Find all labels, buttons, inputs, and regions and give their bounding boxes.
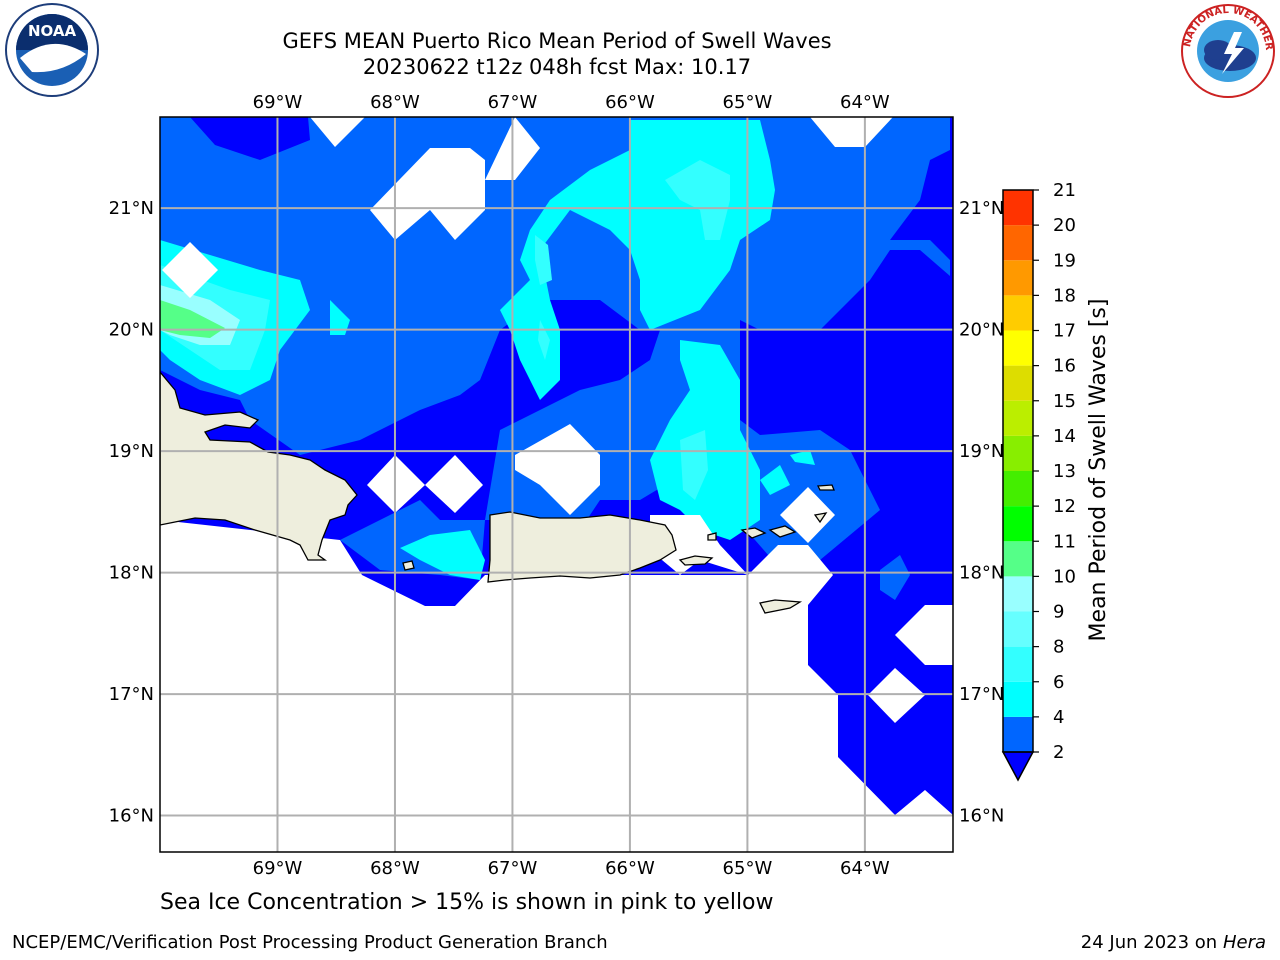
colorbar-segment xyxy=(1003,190,1033,226)
swell-band-9-10 xyxy=(160,300,225,338)
colorbar-tick-label: 12 xyxy=(1053,496,1076,517)
masked-cells xyxy=(160,117,953,852)
colorbar-segment xyxy=(1003,646,1033,682)
colorbar-segment xyxy=(1003,295,1033,331)
colorbar-segment xyxy=(1003,330,1033,366)
lat-tick-label: 19°N xyxy=(109,441,154,462)
lon-tick-label: 64°W xyxy=(840,858,890,879)
lon-tick-label: 69°W xyxy=(253,858,303,879)
hispaniola-coast xyxy=(160,370,358,561)
footer-credit: NCEP/EMC/Verification Post Processing Pr… xyxy=(12,932,608,953)
lat-tick-label: 18°N xyxy=(959,563,1004,584)
colorbar-segment xyxy=(1003,435,1033,471)
lon-tick-label: 65°W xyxy=(723,858,773,879)
lat-tick-label: 19°N xyxy=(959,441,1004,462)
lon-tick-label: 67°W xyxy=(488,858,538,879)
colorbar-segment xyxy=(1003,681,1033,717)
colorbar: 2 4 6 8 9 10 11 12 13 14 15 16 17 18 19 20 21 xyxy=(1001,180,1076,782)
virgin-gorda-coast xyxy=(813,512,828,524)
st-croix-coast xyxy=(759,599,803,614)
colorbar-tick-label: 10 xyxy=(1053,566,1076,587)
lat-ticks-left: 21°N 20°N 19°N 18°N 17°N 16°N xyxy=(109,198,154,826)
lat-tick-label: 20°N xyxy=(959,320,1004,341)
colorbar-tick-label: 14 xyxy=(1053,426,1076,447)
gridlines xyxy=(160,117,953,852)
footer-host: Hera xyxy=(1222,932,1266,953)
lat-tick-label: 21°N xyxy=(109,198,154,219)
mona-island-coast xyxy=(402,560,415,571)
lon-tick-label: 69°W xyxy=(253,92,303,113)
lon-tick-label: 68°W xyxy=(370,92,420,113)
colorbar-segment xyxy=(1003,506,1033,542)
nws-logo: NATIONAL WEATHER SERVICE xyxy=(1178,2,1275,98)
lon-tick-label: 68°W xyxy=(370,858,420,879)
lat-tick-label: 16°N xyxy=(109,806,154,827)
colorbar-tick-label: 19 xyxy=(1053,250,1076,271)
colorbar-segment xyxy=(1003,541,1033,577)
colorbar-tick-label: 9 xyxy=(1053,602,1064,623)
colorbar-segment xyxy=(1003,260,1033,296)
anegada-coast xyxy=(816,484,835,491)
lat-tick-label: 21°N xyxy=(959,198,1004,219)
lon-ticks-bottom: 69°W 68°W 67°W 66°W 65°W 64°W xyxy=(253,858,890,879)
sea-ice-caption: Sea Ice Concentration > 15% is shown in … xyxy=(160,890,774,915)
lat-tick-label: 20°N xyxy=(109,320,154,341)
lon-tick-label: 66°W xyxy=(605,92,655,113)
lat-tick-label: 17°N xyxy=(109,684,154,705)
colorbar-segment xyxy=(1003,225,1033,261)
colorbar-tick-label: 4 xyxy=(1053,707,1064,728)
colorbar-tick-label: 2 xyxy=(1053,742,1064,763)
culebra-coast xyxy=(707,532,717,541)
lon-tick-label: 67°W xyxy=(488,92,538,113)
map-frame xyxy=(159,116,954,853)
lon-tick-label: 66°W xyxy=(605,858,655,879)
colorbar-segment xyxy=(1003,365,1033,401)
lon-ticks-top: 69°W 68°W 67°W 66°W 65°W 64°W xyxy=(253,92,890,113)
colorbar-label: Mean Period of Swell Waves [s] xyxy=(1086,299,1111,642)
footer-date: 24 Jun 2023 on Hera xyxy=(1081,932,1266,953)
colorbar-tick-label: 16 xyxy=(1053,356,1076,377)
plot-title-line-2: 20230622 t12z 048h fcst Max: 10.17 xyxy=(362,55,752,79)
colorbar-tick-label: 8 xyxy=(1053,637,1064,658)
colorbar-tick-label: 13 xyxy=(1053,461,1076,482)
vieques-coast xyxy=(678,555,714,566)
plot-title-line-1: GEFS MEAN Puerto Rico Mean Period of Swe… xyxy=(282,29,832,53)
lat-tick-label: 16°N xyxy=(959,806,1004,827)
footer-date-text: 24 Jun 2023 on xyxy=(1080,932,1218,953)
colorbar-tick-label: 11 xyxy=(1053,531,1076,552)
colorbar-tick-label: 18 xyxy=(1053,285,1076,306)
colorbar-segment xyxy=(1003,611,1033,647)
colorbar-segment xyxy=(1003,400,1033,436)
svg-text:NOAA: NOAA xyxy=(28,22,77,40)
noaa-logo: NOAA xyxy=(5,3,99,97)
colorbar-tick-label: 6 xyxy=(1053,672,1064,693)
lat-tick-label: 17°N xyxy=(959,684,1004,705)
lon-tick-label: 64°W xyxy=(840,92,890,113)
colorbar-segment xyxy=(1003,716,1033,752)
st-john-coast xyxy=(768,525,797,538)
lon-tick-label: 65°W xyxy=(723,92,773,113)
colorbar-tick-label: 21 xyxy=(1053,180,1076,201)
colorbar-segment xyxy=(1003,471,1033,507)
colorbar-under-extend xyxy=(1001,751,1035,782)
colorbar-tick-label: 17 xyxy=(1053,321,1076,342)
lat-ticks-right: 21°N 20°N 19°N 18°N 17°N 16°N xyxy=(959,198,1004,826)
colorbar-segment xyxy=(1003,576,1033,612)
lat-tick-label: 18°N xyxy=(109,563,154,584)
colorbar-tick-label: 15 xyxy=(1053,391,1076,412)
colorbar-tick-label: 20 xyxy=(1053,215,1076,236)
